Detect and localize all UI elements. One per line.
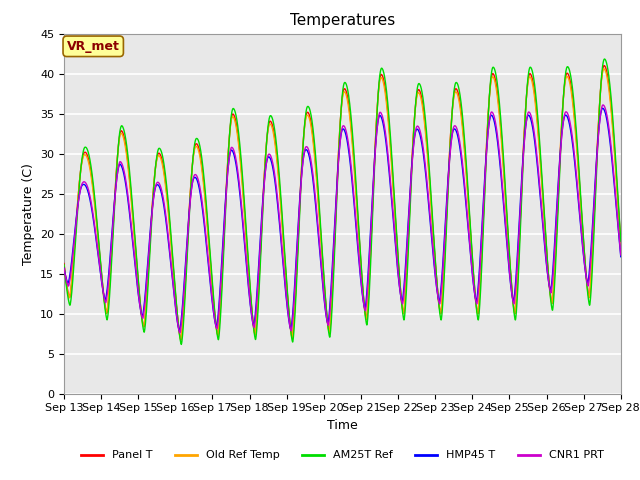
AM25T Ref <box>600 56 608 62</box>
AM25T Ref <box>160 162 168 168</box>
AM25T Ref <box>617 239 625 244</box>
AM25T Ref <box>177 342 185 348</box>
Old Ref Temp <box>160 171 168 177</box>
Old Ref Temp <box>600 66 608 72</box>
Panel T <box>160 168 168 174</box>
HMP45 T <box>60 265 68 271</box>
Line: HMP45 T: HMP45 T <box>64 108 621 331</box>
CNR1 PRT <box>60 265 68 271</box>
HMP45 T <box>160 204 168 210</box>
Old Ref Temp <box>177 337 185 343</box>
HMP45 T <box>436 291 444 297</box>
Panel T <box>436 310 444 316</box>
HMP45 T <box>322 310 330 316</box>
CNR1 PRT <box>436 297 444 302</box>
Text: VR_met: VR_met <box>67 40 120 53</box>
HMP45 T <box>616 249 624 254</box>
Old Ref Temp <box>616 236 624 242</box>
Panel T <box>177 337 185 343</box>
HMP45 T <box>599 106 607 111</box>
Line: Panel T: Panel T <box>64 66 621 340</box>
Old Ref Temp <box>322 302 330 308</box>
Panel T <box>467 240 475 246</box>
Y-axis label: Temperature (C): Temperature (C) <box>22 163 35 264</box>
Panel T <box>60 261 68 266</box>
Old Ref Temp <box>436 311 444 316</box>
AM25T Ref <box>436 314 444 320</box>
Line: AM25T Ref: AM25T Ref <box>64 59 621 345</box>
Panel T <box>616 232 624 238</box>
AM25T Ref <box>60 262 68 267</box>
CNR1 PRT <box>322 308 330 314</box>
Old Ref Temp <box>467 244 475 250</box>
CNR1 PRT <box>160 200 168 205</box>
Panel T <box>499 153 507 158</box>
AM25T Ref <box>467 238 475 243</box>
CNR1 PRT <box>176 330 184 336</box>
HMP45 T <box>175 328 183 334</box>
Line: Old Ref Temp: Old Ref Temp <box>64 69 621 340</box>
CNR1 PRT <box>616 247 624 252</box>
Title: Temperatures: Temperatures <box>290 13 395 28</box>
AM25T Ref <box>616 230 624 236</box>
Old Ref Temp <box>617 243 625 249</box>
HMP45 T <box>499 193 507 199</box>
CNR1 PRT <box>599 102 607 108</box>
HMP45 T <box>467 261 475 266</box>
Panel T <box>600 63 608 69</box>
Line: CNR1 PRT: CNR1 PRT <box>64 105 621 333</box>
CNR1 PRT <box>499 188 507 194</box>
Panel T <box>617 240 625 246</box>
AM25T Ref <box>322 299 330 304</box>
Legend: Panel T, Old Ref Temp, AM25T Ref, HMP45 T, CNR1 PRT: Panel T, Old Ref Temp, AM25T Ref, HMP45 … <box>77 446 608 465</box>
HMP45 T <box>617 254 625 260</box>
CNR1 PRT <box>617 252 625 258</box>
X-axis label: Time: Time <box>327 419 358 432</box>
CNR1 PRT <box>467 258 475 264</box>
Old Ref Temp <box>60 263 68 268</box>
AM25T Ref <box>499 145 507 151</box>
Panel T <box>322 300 330 306</box>
Old Ref Temp <box>499 157 507 163</box>
